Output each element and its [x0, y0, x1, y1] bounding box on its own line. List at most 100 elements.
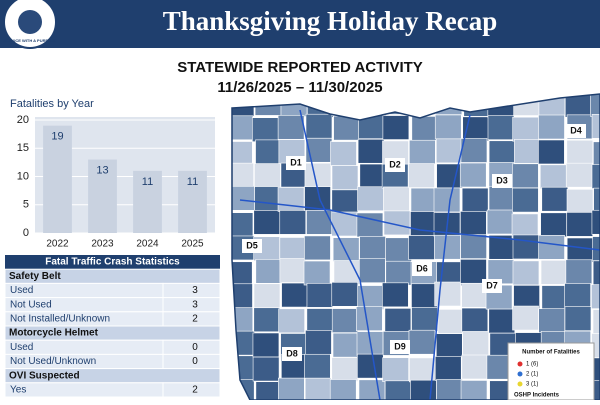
chart-title: Fatalities by Year — [10, 98, 94, 110]
legend-item: 2 (1) — [526, 372, 538, 378]
county — [460, 234, 487, 259]
y-tick-label: 5 — [23, 199, 29, 211]
x-tick-label: 2023 — [91, 239, 114, 250]
county — [329, 379, 357, 400]
section-title: Motorcycle Helmet — [9, 328, 99, 339]
district-label: D1 — [290, 157, 302, 167]
district-box — [390, 340, 410, 354]
county — [305, 330, 332, 355]
x-tick-label: 2022 — [46, 239, 69, 250]
county — [357, 186, 384, 212]
county — [411, 116, 439, 141]
highway — [299, 109, 381, 400]
row-value: 3 — [192, 285, 198, 296]
county — [330, 141, 357, 166]
county — [254, 163, 281, 188]
county — [540, 260, 568, 285]
district-label: D6 — [416, 263, 428, 273]
county — [591, 209, 600, 235]
table-title: Fatal Traffic Crash Statistics — [45, 257, 180, 268]
county — [462, 331, 489, 356]
county — [566, 139, 594, 165]
county — [385, 237, 412, 263]
county — [305, 113, 333, 139]
x-tick-label: 2025 — [181, 239, 204, 250]
county — [356, 306, 383, 331]
district-label: D5 — [246, 240, 258, 250]
county — [566, 212, 594, 237]
row-bg — [4, 382, 164, 398]
county — [255, 381, 283, 400]
row-label: Not Installed/Unknown — [10, 314, 110, 325]
legend-title: Number of Fatalities — [522, 350, 580, 356]
county — [591, 114, 600, 139]
row-value: 2 — [192, 385, 198, 396]
county — [410, 187, 438, 213]
legend-marker — [517, 371, 523, 377]
x-tick-label: 2024 — [136, 239, 159, 250]
county — [358, 379, 386, 400]
county — [538, 308, 566, 333]
county — [435, 138, 463, 164]
county — [255, 258, 283, 284]
district-box — [566, 124, 586, 138]
value-label: 19 — [51, 131, 63, 143]
row-value: 3 — [192, 299, 198, 310]
county — [278, 377, 305, 400]
county — [487, 115, 515, 140]
row-label: Used — [10, 285, 33, 296]
county — [461, 354, 489, 380]
row-label: Not Used/Unknown — [10, 356, 96, 367]
county — [513, 285, 540, 310]
county — [382, 115, 410, 140]
district-label: D3 — [496, 175, 508, 185]
county — [408, 235, 435, 260]
county — [512, 234, 540, 260]
district-box — [286, 156, 306, 170]
county — [359, 163, 387, 189]
row-value: 2 — [192, 314, 198, 325]
county — [253, 307, 281, 333]
date-range: 11/26/2025 – 11/30/2025 — [217, 79, 382, 96]
legend-item: 3 (1) — [526, 382, 538, 388]
district-box — [242, 239, 262, 253]
county — [357, 138, 385, 164]
county — [255, 139, 282, 165]
county — [382, 357, 409, 382]
county — [566, 237, 594, 263]
county — [460, 211, 487, 236]
y-tick-label: 10 — [17, 170, 29, 182]
bar — [43, 125, 72, 233]
district-box — [412, 262, 432, 276]
section-title: OVI Suspected — [9, 370, 80, 381]
county — [410, 211, 437, 236]
county — [252, 117, 279, 143]
county — [433, 187, 461, 213]
county — [434, 356, 462, 381]
county — [541, 285, 569, 310]
county — [512, 163, 539, 189]
county — [384, 308, 412, 333]
district-label: D8 — [286, 348, 298, 358]
value-label: 13 — [96, 164, 108, 176]
county — [511, 213, 539, 239]
county — [590, 94, 600, 117]
county — [384, 380, 412, 400]
county — [411, 307, 438, 332]
district-box — [492, 174, 512, 188]
district-box — [282, 347, 302, 361]
county — [332, 237, 360, 262]
county — [331, 282, 359, 307]
county — [514, 139, 541, 164]
county — [593, 187, 600, 213]
table-header-bg — [5, 255, 220, 270]
county — [409, 139, 436, 165]
county — [382, 282, 409, 308]
district-box — [385, 158, 405, 172]
county — [512, 305, 539, 331]
county — [306, 210, 333, 235]
county — [593, 141, 600, 167]
county — [591, 284, 600, 309]
county — [332, 332, 360, 358]
